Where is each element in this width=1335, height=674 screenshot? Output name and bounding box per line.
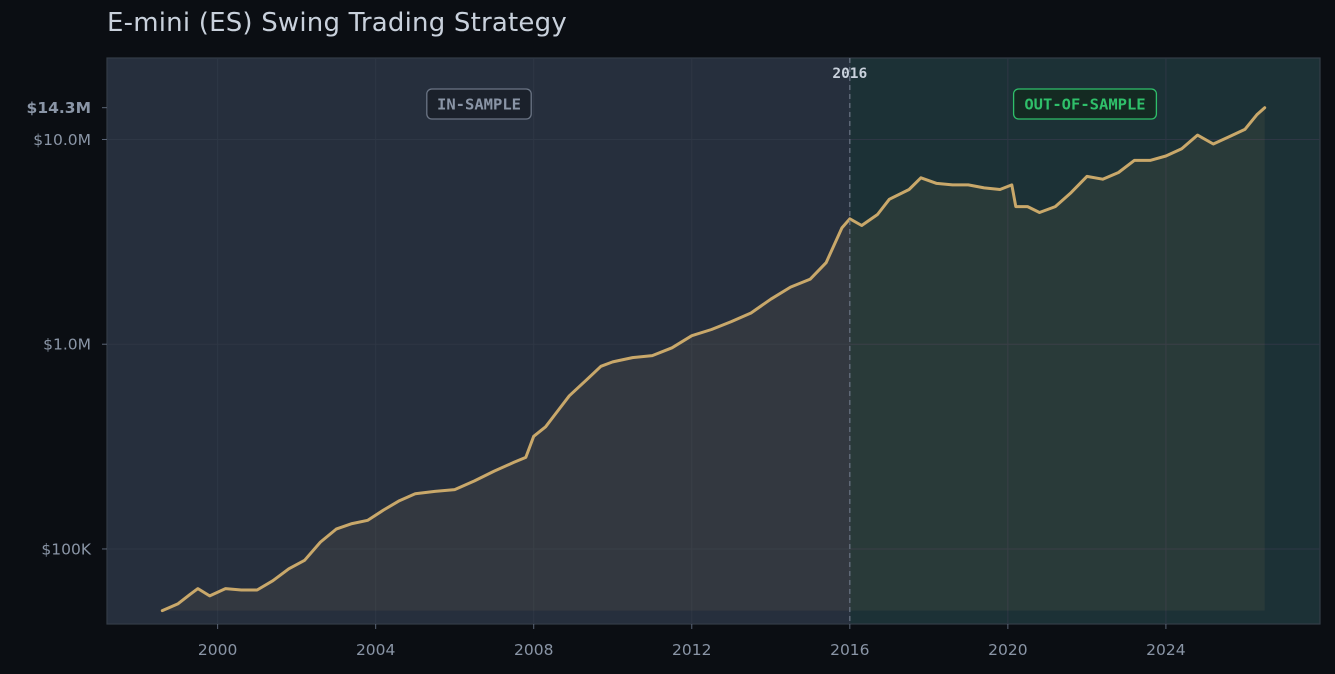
- x-tick-label-2012: 2012: [672, 641, 711, 659]
- region-label-out-of-sample: OUT-OF-SAMPLE: [1024, 96, 1145, 114]
- y-tick-label-100000: $100K: [41, 540, 91, 558]
- region-out-of-sample: [849, 58, 1320, 624]
- split-year-label: 2016: [832, 66, 867, 82]
- x-tick-label-2020: 2020: [988, 641, 1027, 659]
- x-tick-label-2008: 2008: [514, 641, 553, 659]
- region-label-in-sample: IN-SAMPLE: [437, 96, 521, 114]
- y-tick-label-14300000: $14.3M: [27, 99, 91, 117]
- y-tick-label-1000000: $1.0M: [43, 336, 91, 354]
- chart-title: E-mini (ES) Swing Trading Strategy: [107, 8, 567, 38]
- region-label-out-of-sample-box: [1012, 88, 1158, 120]
- x-tick-label-2004: 2004: [356, 641, 395, 659]
- equity-area-fill: [162, 107, 1265, 611]
- plot-border: [106, 57, 1321, 625]
- x-tick-label-2000: 2000: [198, 641, 237, 659]
- x-tick-label-2016: 2016: [830, 641, 869, 659]
- x-tick-label-2024: 2024: [1146, 641, 1185, 659]
- y-tick-label-10000000: $10.0M: [33, 131, 91, 149]
- region-in-sample: [107, 58, 850, 624]
- region-label-in-sample-box: [426, 88, 532, 120]
- equity-line: [160, 106, 1267, 613]
